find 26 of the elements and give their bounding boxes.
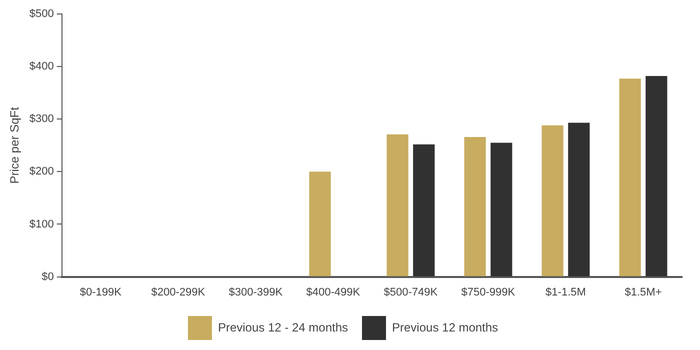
- y-tick-label: $0: [42, 270, 54, 283]
- bar: [464, 136, 486, 276]
- x-tick-label: $400-499K: [306, 286, 361, 298]
- legend-label: Previous 12 - 24 months: [218, 320, 348, 334]
- y-tick-label: $200: [29, 166, 54, 178]
- x-tick-label: $200-299K: [151, 286, 206, 298]
- bar: [386, 134, 408, 276]
- y-tick-label: $100: [29, 218, 54, 230]
- y-tick-label: $500: [29, 8, 54, 20]
- y-axis-title: Price per SqFt: [8, 106, 22, 184]
- legend-label: Previous 12 months: [392, 320, 498, 334]
- x-tick-label: $0-199K: [80, 286, 122, 298]
- y-tick-label: $300: [29, 113, 54, 126]
- x-tick-label: $300-399K: [228, 286, 284, 298]
- bar: [646, 76, 668, 276]
- x-tick-label: $750-999K: [461, 286, 516, 298]
- bar: [542, 125, 564, 276]
- bar: [568, 122, 590, 276]
- x-tick-label: $1-1.5M: [546, 286, 586, 298]
- y-tick-label: $400: [29, 60, 54, 73]
- x-tick-label: $500-749K: [384, 286, 438, 298]
- bar: [309, 172, 331, 276]
- x-tick-label: $1.5M+: [624, 286, 662, 298]
- bar: [490, 142, 512, 276]
- bar: [413, 144, 435, 276]
- bar: [619, 78, 641, 276]
